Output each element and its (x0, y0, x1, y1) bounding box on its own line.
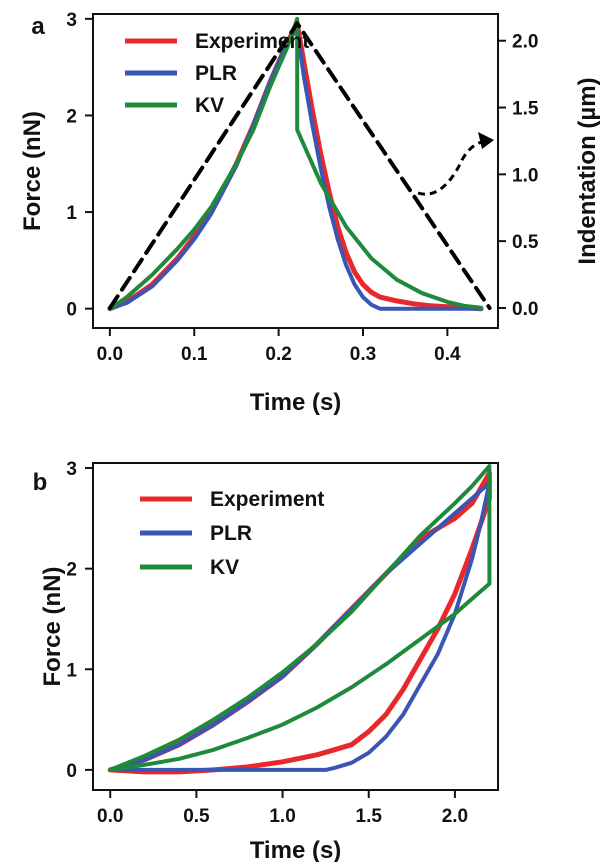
y-tick-label: 3 (66, 10, 77, 31)
panel-label: b (33, 469, 48, 496)
x-tick-label: 0.5 (183, 806, 210, 827)
y2-tick-label: 0.5 (512, 232, 539, 253)
axis-arrow-curve (417, 139, 487, 196)
legend-label: Experiment (210, 488, 324, 511)
x-tick-label: 0.2 (265, 344, 291, 365)
y-tick-label: 3 (66, 459, 77, 480)
chart-panel-a: 0.0 0.1 0.2 0.3 0.4 0 1 2 3 0.0 0.5 1.0 1.5 2.0 Indent… (19, 10, 601, 416)
y2-axis-label: Indentation (µm) (574, 77, 601, 264)
series-line-kv (108, 464, 492, 772)
y-tick-label: 0 (66, 761, 77, 782)
x-tick-label: 0.3 (350, 344, 376, 365)
y-axis-label: Force (nN) (39, 567, 66, 687)
y2-tick-label: 2.0 (512, 32, 538, 53)
x-axis-label: Time (s) (250, 837, 342, 862)
series-line-plr (107, 26, 484, 311)
plot-frame (92, 13, 499, 329)
series-group (107, 464, 492, 775)
axis-arrow-head (478, 132, 494, 149)
x-tick-label: 2.0 (442, 806, 468, 827)
x-tick-label: 1.5 (356, 806, 383, 827)
legend-label: KV (195, 94, 224, 117)
series-group (107, 16, 492, 312)
y-tick-label: 2 (66, 106, 77, 127)
y-axis-label: Force (nN) (19, 111, 46, 231)
legend-label: PLR (210, 522, 252, 545)
x-tick-label: 1.0 (269, 806, 295, 827)
series-line-plr (108, 481, 492, 772)
y2-tick-label: 1.0 (512, 165, 538, 186)
y-tick-label: 1 (66, 660, 77, 681)
chart-panel-b: 0.0 0.5 1.0 1.5 2.0 0 1 2 3 Time (s) Force (nN) b Ex… (33, 459, 499, 862)
x-tick-label: 0.4 (434, 344, 461, 365)
legend-label: Experiment (195, 30, 309, 53)
plot-frame (92, 462, 499, 791)
y-tick-label: 0 (66, 300, 77, 321)
y-tick-label: 2 (66, 560, 77, 581)
series-line-experiment (107, 470, 492, 775)
series-line-kv (107, 16, 484, 311)
x-tick-label: 0.1 (181, 344, 208, 365)
legend-label: KV (210, 556, 239, 579)
y-tick-label: 1 (66, 203, 77, 224)
y2-tick-label: 1.5 (512, 99, 539, 120)
x-axis-label: Time (s) (250, 389, 342, 416)
x-tick-label: 0.0 (97, 344, 123, 365)
legend-label: PLR (195, 62, 237, 85)
y2-tick-label: 0.0 (512, 299, 538, 320)
x-tick-label: 0.0 (97, 806, 123, 827)
panel-label: a (31, 13, 45, 40)
series-line-indentation (107, 21, 492, 310)
